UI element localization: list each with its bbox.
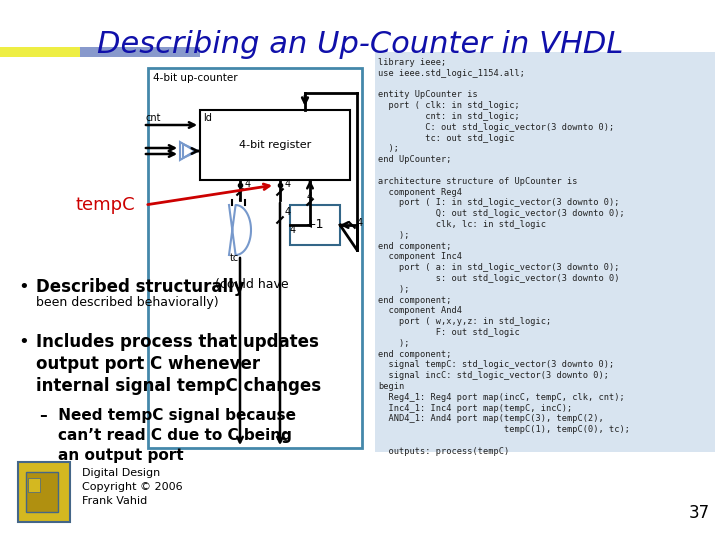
Text: port ( w,x,y,z: in std_logic;: port ( w,x,y,z: in std_logic;: [378, 317, 552, 326]
Text: C: out std_logic_vector(3 downto 0);: C: out std_logic_vector(3 downto 0);: [378, 123, 614, 132]
Bar: [290, 205, 340, 245]
Text: output port C whenever: output port C whenever: [36, 355, 260, 373]
Text: 4: 4: [290, 225, 296, 235]
Bar: [28, 478, 40, 492]
Text: );: );: [378, 285, 410, 294]
Text: Described structurally: Described structurally: [36, 278, 245, 296]
Text: Copyright © 2006: Copyright © 2006: [82, 482, 183, 492]
Text: 4: 4: [307, 192, 313, 202]
Text: ld: ld: [203, 113, 212, 123]
Text: port ( I: in std_logic_vector(3 downto 0);: port ( I: in std_logic_vector(3 downto 0…: [378, 198, 619, 207]
Text: end component;: end component;: [378, 295, 451, 305]
Text: component Reg4: component Reg4: [378, 187, 462, 197]
Text: component And4: component And4: [378, 306, 462, 315]
Text: •: •: [18, 333, 29, 351]
Text: been described behaviorally): been described behaviorally): [36, 296, 219, 309]
Text: AND4_1: And4 port map(tempC(3), tempC(2),: AND4_1: And4 port map(tempC(3), tempC(2)…: [378, 414, 604, 423]
Text: •: •: [18, 278, 29, 296]
Text: s: out std_logic_vector(3 downto 0): s: out std_logic_vector(3 downto 0): [378, 274, 619, 283]
Text: 4: 4: [245, 179, 251, 189]
Text: Frank Vahid: Frank Vahid: [82, 496, 148, 506]
Text: Q: out std_logic_vector(3 downto 0);: Q: out std_logic_vector(3 downto 0);: [378, 209, 625, 218]
Text: end component;: end component;: [378, 241, 451, 251]
Bar: [26, 472, 58, 512]
Text: 4-bit register: 4-bit register: [239, 140, 311, 150]
Text: an output port: an output port: [58, 448, 184, 463]
Text: port ( a: in std_logic_vector(3 downto 0);: port ( a: in std_logic_vector(3 downto 0…: [378, 263, 619, 272]
Text: outputs: process(tempC): outputs: process(tempC): [378, 447, 509, 456]
Text: end UpCounter;: end UpCounter;: [378, 155, 451, 164]
Bar: [148, 68, 362, 448]
Text: end component;: end component;: [378, 349, 451, 359]
Text: cnt: in std_logic;: cnt: in std_logic;: [378, 112, 520, 121]
Bar: [18, 462, 70, 522]
Text: Digital Design: Digital Design: [82, 468, 161, 478]
Text: (could have: (could have: [211, 278, 289, 291]
Text: signal incC: std_logic_vector(3 downto 0);: signal incC: std_logic_vector(3 downto 0…: [378, 371, 609, 380]
Text: tempC: tempC: [75, 196, 135, 214]
Text: signal tempC: std_logic_vector(3 downto 0);: signal tempC: std_logic_vector(3 downto …: [378, 360, 614, 369]
Text: 4: 4: [285, 207, 291, 217]
Text: library ieee;: library ieee;: [378, 58, 446, 67]
Text: F: out std_logic: F: out std_logic: [378, 328, 520, 337]
Text: port ( clk: in std_logic;: port ( clk: in std_logic;: [378, 101, 520, 110]
Bar: [0, 47, 160, 57]
Text: );: );: [378, 339, 410, 348]
Text: tempC(1), tempC(0), tc);: tempC(1), tempC(0), tc);: [378, 425, 630, 434]
Text: component Inc4: component Inc4: [378, 252, 462, 261]
Text: clk, lc: in std_logic: clk, lc: in std_logic: [378, 220, 546, 229]
Text: );: );: [378, 231, 410, 240]
Text: internal signal tempC changes: internal signal tempC changes: [36, 377, 321, 395]
Text: can’t read C due to C being: can’t read C due to C being: [58, 428, 292, 443]
Text: –  Need tempC signal because: – Need tempC signal because: [40, 408, 296, 423]
Text: );: );: [378, 144, 399, 153]
Text: tc: tc: [230, 253, 239, 263]
Text: tc: out std_logic: tc: out std_logic: [378, 133, 515, 143]
Text: Reg4_1: Reg4 port map(incC, tempC, clk, cnt);: Reg4_1: Reg4 port map(incC, tempC, clk, …: [378, 393, 625, 402]
Text: 4: 4: [285, 179, 291, 189]
Text: begin: begin: [378, 382, 404, 391]
Text: 37: 37: [689, 504, 710, 522]
Bar: [375, 52, 715, 452]
Text: 4-bit up-counter: 4-bit up-counter: [153, 73, 238, 83]
Text: architecture structure of UpCounter is: architecture structure of UpCounter is: [378, 177, 577, 186]
Text: +1: +1: [306, 219, 324, 232]
Text: 4: 4: [357, 218, 363, 228]
Bar: [200, 110, 350, 180]
Text: C: C: [282, 433, 289, 443]
Bar: [80, 47, 200, 57]
Text: Includes process that updates: Includes process that updates: [36, 333, 319, 351]
Text: Describing an Up-Counter in VHDL: Describing an Up-Counter in VHDL: [96, 30, 624, 59]
Text: entity UpCounter is: entity UpCounter is: [378, 90, 478, 99]
Text: Inc4_1: Inc4 port map(tempC, incC);: Inc4_1: Inc4 port map(tempC, incC);: [378, 403, 572, 413]
Text: cnt: cnt: [146, 113, 161, 123]
Text: use ieee.std_logic_1154.all;: use ieee.std_logic_1154.all;: [378, 69, 525, 78]
